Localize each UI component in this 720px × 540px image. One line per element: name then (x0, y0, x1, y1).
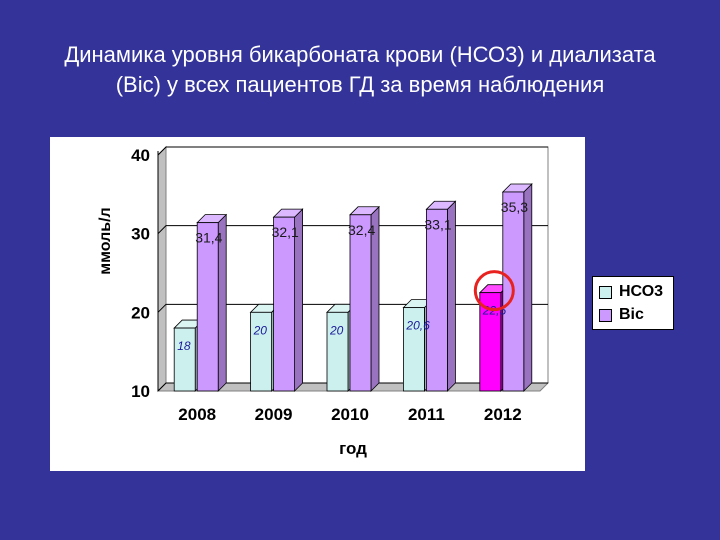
data-label-bic: 31,4 (195, 230, 222, 246)
legend-swatch-hco3 (599, 285, 612, 299)
y-tick-label: 10 (131, 382, 150, 401)
legend-label-hco3: НСО3 (619, 283, 664, 300)
y-axis-title: ммоль/л (97, 207, 114, 274)
data-label-bic: 32,1 (272, 224, 299, 240)
x-tick-label: 2008 (178, 405, 216, 424)
x-tick-label: 2011 (408, 405, 445, 424)
bar-hco3 (173, 327, 196, 392)
bar-hco3 (326, 311, 349, 392)
bar-bic (349, 214, 372, 392)
highlight-ring (473, 270, 515, 312)
plot-side-wall (157, 145, 167, 393)
chart-panel: 10 20 30 40 18 31,4 2008 20 32,1 2009 20 32,4 2010 20… (50, 137, 585, 471)
bar-hco3 (250, 311, 273, 392)
slide-title-line-1: Динамика уровня бикарбоната крови (НСО3)… (64, 42, 656, 67)
slide-title-line-2: (Bic) у всех пациентов ГД за время наблю… (115, 72, 605, 97)
x-tick-label: 2009 (255, 405, 293, 424)
bar-bic (273, 216, 296, 392)
data-label-hco3: 18 (177, 339, 191, 353)
slide-title: Динамика уровня бикарбоната крови (НСО3)… (20, 40, 700, 100)
data-label-bic: 33,1 (424, 216, 451, 232)
y-tick-label: 20 (131, 303, 150, 322)
gridline (157, 225, 548, 235)
legend-item-hco3: НСО3 (599, 282, 663, 302)
gridline (157, 146, 548, 156)
data-label-bic: 32,4 (348, 222, 375, 238)
legend-label-bic: Bic (619, 306, 644, 323)
y-tick-label: 30 (131, 225, 150, 244)
bar-bic (196, 222, 219, 392)
legend: НСО3 Bic (592, 276, 674, 330)
bar-bic-side (523, 183, 533, 392)
bar-hco3 (402, 307, 425, 392)
x-tick-label: 2012 (484, 405, 522, 424)
legend-swatch-bic (599, 308, 612, 322)
data-label-bic: 35,3 (501, 199, 528, 215)
bar-hco3 (479, 292, 502, 392)
bar-bic (425, 208, 448, 392)
x-axis-title: год (339, 439, 367, 458)
data-label-hco3: 20 (253, 323, 268, 337)
bar-chart: 10 20 30 40 18 31,4 2008 20 32,1 2009 20 32,4 2010 20… (97, 145, 550, 458)
y-tick-label: 40 (131, 146, 150, 165)
data-label-hco3: 20 (329, 323, 344, 337)
x-tick-label: 2010 (331, 405, 369, 424)
legend-item-bic: Bic (599, 305, 644, 325)
data-label-hco3: 20,6 (405, 319, 430, 333)
